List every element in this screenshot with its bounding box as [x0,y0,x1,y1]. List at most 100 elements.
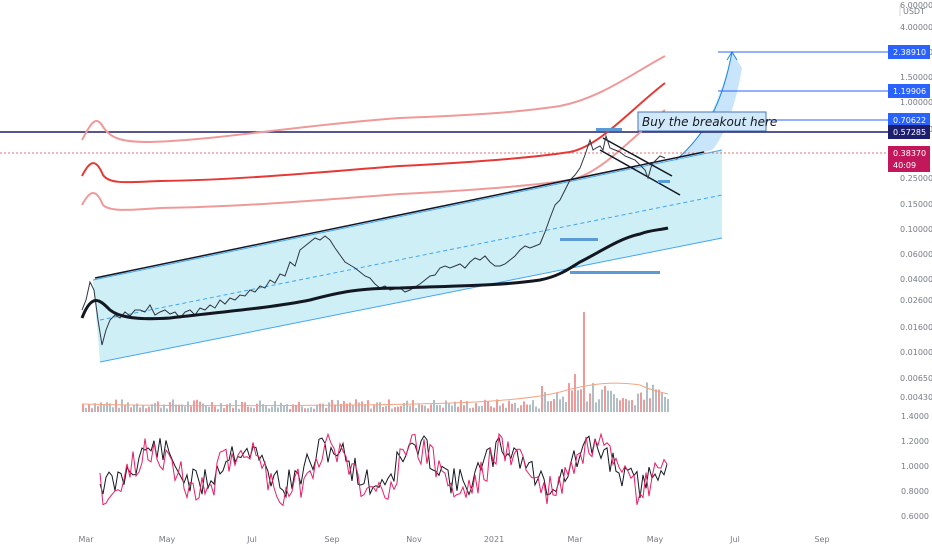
volume-bar [202,403,204,412]
volume-bar [493,408,495,412]
time-axis-tick: Nov [406,535,422,544]
support-marker-2 [570,271,660,274]
volume-bar [253,408,255,412]
volume-bar [223,408,225,412]
volume-bar [496,399,498,412]
volume-bar [652,385,654,412]
volume-bar [244,402,246,412]
price-axis-tick: 1.50000 [900,73,932,82]
volume-bar [349,403,351,412]
volume-bar [667,399,669,412]
oscillator-axis-tick: 1.0000 [901,462,929,471]
volume-bar [283,405,285,412]
resistance-marker [596,128,622,131]
volume-bar [379,402,381,412]
volume-bar [352,405,354,412]
volume-bar [133,405,135,412]
volume-bar [145,408,147,412]
time-axis-tick: Sep [814,535,829,544]
volume-bar [220,403,222,412]
volume-bar [241,402,243,412]
volume-bar [190,406,192,412]
support-marker-1 [560,238,598,241]
volume-bar [238,409,240,412]
volume-bar [277,407,279,412]
volume-bar [406,401,408,412]
volume-bar [97,406,99,412]
oscillator-axis-tick: 1.2000 [901,437,929,446]
price-axis-tick: 0.10000 [900,225,932,234]
volume-bar [547,401,549,412]
volume-bar [424,406,426,412]
volume-bar [409,406,411,412]
volume-bar [637,394,639,412]
volume-bar [499,406,501,412]
time-axis-tick: 2021 [484,535,504,544]
volume-bar [505,408,507,412]
volume-bar [85,408,87,412]
volume-bar [358,402,360,412]
volume-bar [247,407,249,412]
volume-bar [331,400,333,412]
volume-bar [604,386,606,412]
volume-bar [127,402,129,412]
flag-marker [658,180,670,183]
price-axis-tick: 0.01000 [900,348,932,357]
volume-bar [166,409,168,412]
time-axis-tick: May [159,535,176,544]
volume-bar [442,408,444,412]
volume-bar [367,400,369,412]
volume-bar [649,398,651,412]
volume-bar [139,407,141,412]
oscillator-axis-tick: 0.6000 [901,512,929,521]
volume-bar [421,405,423,412]
volume-bar [490,406,492,412]
volume-bar [559,399,561,412]
volume-bar [394,407,396,412]
volume-bar [631,400,633,412]
volume-bar [628,400,630,412]
volume-bar [568,383,570,412]
volume-bar [400,406,402,412]
volume-bar [511,404,513,412]
volume-bar [487,401,489,412]
volume-bar [436,405,438,412]
volume-bar [199,402,201,412]
volume-bar [160,408,162,412]
volume-bar [550,401,552,412]
volume-bar [259,401,261,412]
volume-bar [439,405,441,412]
volume-bar [556,393,558,412]
volume-bar [427,408,429,412]
volume-bar [445,400,447,412]
price-tag-value: 1.19906 [893,87,926,96]
volume-bar [256,404,258,412]
volume-bar [610,391,612,412]
volume-bar [517,408,519,412]
price-axis-tick: 0.01600 [900,323,932,332]
volume-bar [280,403,282,412]
volume-bar [418,404,420,412]
time-axis-tick: Mar [78,535,94,544]
volume-bar [529,405,531,412]
volume-bar [475,403,477,412]
volume-bar [598,399,600,412]
volume-bar [658,390,660,412]
volume-bar [106,402,108,412]
volume-bar [250,407,252,412]
volume-bar [373,404,375,412]
price-tag-value: 0.57285 [893,128,926,137]
price-tag-value: 0.70622 [893,116,926,125]
volume-bar [460,400,462,412]
volume-bar [187,402,189,412]
last-price-value: 0.38370 [893,149,926,158]
volume-bar [583,312,585,412]
volume-bar [577,390,579,412]
volume-bar [625,399,627,412]
volume-bar [295,406,297,412]
volume-bar [526,405,528,412]
oscillator-axis-tick: 1.4000 [901,412,929,421]
volume-bar [601,390,603,412]
volume-bar [142,405,144,412]
